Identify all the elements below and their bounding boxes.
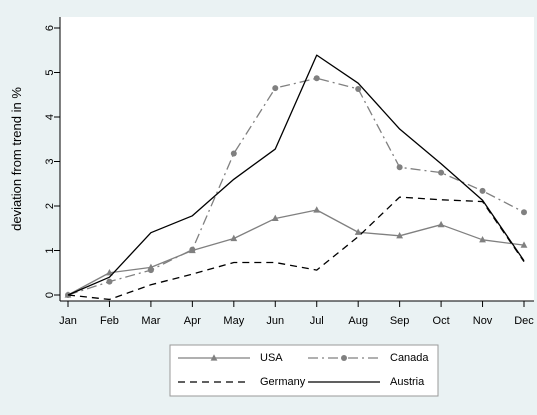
data-point bbox=[147, 267, 154, 274]
series-canada bbox=[65, 75, 527, 298]
data-point bbox=[521, 209, 527, 216]
x-tick-label: Oct bbox=[433, 315, 450, 327]
data-point bbox=[210, 354, 218, 361]
legend-label: Austria bbox=[390, 376, 425, 388]
x-tick-label: Jun bbox=[266, 315, 284, 327]
legend-box bbox=[169, 344, 439, 397]
x-tick-label: Jan bbox=[59, 315, 77, 327]
data-point bbox=[355, 85, 362, 92]
y-tick-label: 0 bbox=[44, 292, 56, 298]
series-austria bbox=[67, 54, 525, 296]
data-point bbox=[520, 241, 528, 248]
data-point bbox=[438, 169, 445, 176]
x-tick-label: Dec bbox=[514, 315, 534, 327]
y-tick-label: 1 bbox=[44, 247, 56, 253]
data-point bbox=[106, 278, 113, 285]
y-tick-label: 3 bbox=[44, 158, 56, 164]
legend-label: Germany bbox=[260, 376, 306, 388]
x-tick-label: Sep bbox=[390, 315, 410, 327]
legend-label: Canada bbox=[390, 352, 429, 364]
data-point bbox=[396, 232, 404, 239]
legend-label: USA bbox=[260, 352, 283, 364]
y-tick-label: 5 bbox=[44, 69, 56, 75]
legend-item: USA bbox=[178, 352, 283, 364]
legend-item: Canada bbox=[308, 352, 429, 364]
legend-item: Austria bbox=[308, 376, 425, 388]
data-point bbox=[230, 150, 237, 157]
data-point bbox=[106, 268, 113, 276]
data-point bbox=[341, 355, 347, 361]
y-tick-label: 2 bbox=[44, 203, 56, 209]
data-point bbox=[437, 220, 445, 228]
data-point bbox=[230, 234, 238, 242]
x-tick-label: Feb bbox=[100, 315, 119, 327]
x-tick-label: Aug bbox=[348, 315, 368, 327]
data-point bbox=[271, 214, 279, 222]
x-tick-label: May bbox=[223, 315, 244, 327]
data-point bbox=[396, 164, 403, 171]
data-point bbox=[313, 206, 321, 213]
legend: USA Canada Germany Austria bbox=[178, 352, 429, 388]
x-tick-label: Nov bbox=[473, 315, 493, 327]
data-point bbox=[479, 236, 486, 243]
data-point bbox=[479, 187, 486, 194]
legend-item: Germany bbox=[178, 376, 306, 388]
series-line bbox=[67, 209, 525, 296]
series-germany bbox=[67, 196, 525, 301]
plot-area bbox=[60, 17, 534, 301]
data-point bbox=[272, 85, 279, 92]
series-line bbox=[67, 196, 525, 301]
data-point bbox=[189, 246, 196, 253]
series-line bbox=[67, 54, 525, 296]
y-tick-label: 4 bbox=[44, 114, 56, 120]
x-tick-label: Jul bbox=[310, 315, 324, 327]
y-axis-label: deviation from trend in % bbox=[9, 87, 24, 231]
axes: 0 1 2 3 4 5 6 Jan Feb Mar Apr May Jun Jul Aug Sep Oct Nov… bbox=[44, 17, 534, 327]
x-tick-label: Apr bbox=[184, 315, 201, 327]
data-point bbox=[354, 228, 362, 235]
data-point bbox=[313, 75, 320, 82]
series-group bbox=[64, 54, 528, 301]
x-tick-label: Mar bbox=[141, 315, 160, 327]
y-tick-label: 6 bbox=[44, 25, 56, 31]
